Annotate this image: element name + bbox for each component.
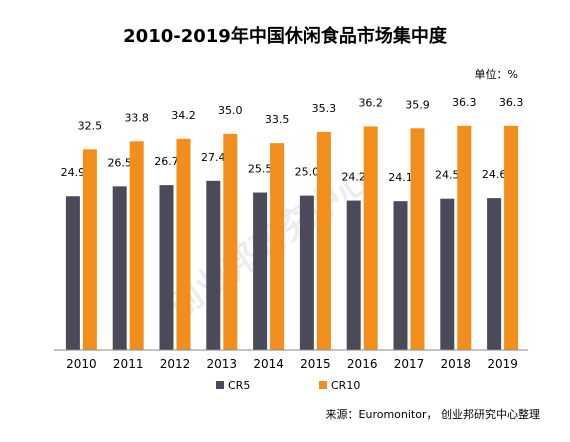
data-label-cr10-2015: 35.3	[312, 102, 337, 115]
bar-cr10-2012	[176, 138, 191, 350]
bar-cr10-2014	[270, 143, 285, 350]
bars-layer: 24.9 32.5 26.5 33.8 26.7 34.2 27.4 35.0 25.5 33.5…	[61, 96, 524, 350]
x-tick-2016: 2016	[347, 357, 378, 371]
data-label-cr5-2013: 27.4	[201, 151, 226, 164]
unit-label: 单位：%	[475, 67, 518, 81]
legend-swatch-cr10	[319, 381, 327, 389]
bar-cr5-2010	[65, 196, 80, 350]
data-label-cr10-2014: 33.5	[265, 113, 290, 126]
source-note: 来源：Euromonitor， 创业邦研究中心整理	[326, 407, 540, 421]
data-label-cr5-2016: 24.2	[341, 171, 366, 184]
bar-cr10-2017	[410, 128, 425, 350]
bar-cr10-2016	[363, 126, 378, 350]
legend-swatch-cr5	[216, 381, 224, 389]
data-label-cr5-2010: 24.9	[61, 166, 86, 179]
bar-cr5-2011	[112, 186, 127, 350]
x-tick-2012: 2012	[160, 357, 191, 371]
bar-cr5-2018	[440, 198, 455, 350]
data-label-cr5-2011: 26.5	[107, 156, 132, 169]
data-label-cr5-2017: 24.1	[388, 171, 413, 184]
data-label-cr10-2017: 35.9	[405, 98, 430, 111]
data-label-cr5-2012: 26.7	[154, 155, 179, 168]
x-tick-2019: 2019	[487, 357, 518, 371]
bar-cr10-2013	[223, 133, 238, 350]
data-label-cr10-2018: 36.3	[452, 96, 477, 109]
bar-cr5-2013	[206, 180, 221, 350]
bar-cr10-2011	[129, 141, 144, 350]
bar-cr5-2017	[393, 201, 408, 350]
legend-label-cr5: CR5	[228, 379, 250, 392]
data-label-cr5-2018: 24.5	[435, 169, 460, 182]
data-label-cr10-2016: 36.2	[358, 96, 383, 109]
data-label-cr5-2015: 25.0	[295, 166, 320, 179]
data-label-cr10-2019: 36.3	[499, 96, 524, 109]
bar-cr5-2015	[299, 195, 314, 350]
data-label-cr10-2012: 34.2	[171, 109, 196, 122]
bar-cr5-2014	[253, 192, 268, 350]
x-tick-2015: 2015	[300, 357, 331, 371]
bar-cr5-2016	[346, 200, 361, 350]
bar-cr5-2012	[159, 185, 174, 350]
bar-cr10-2019	[504, 125, 519, 350]
bar-cr10-2015	[316, 132, 331, 350]
x-tick-2011: 2011	[113, 357, 144, 371]
x-tick-2018: 2018	[441, 357, 472, 371]
x-tick-2010: 2010	[66, 357, 97, 371]
x-tick-labels: 2010 2011 2012 2013 2014 2015 2016 2017 2018 2019	[66, 357, 518, 371]
bar-cr10-2010	[82, 149, 97, 350]
bar-cr10-2018	[457, 125, 472, 350]
data-label-cr10-2011: 33.8	[124, 111, 149, 124]
data-label-cr10-2013: 35.0	[218, 104, 243, 117]
chart-title: 2010-2019年中国休闲食品市场集中度	[123, 25, 448, 47]
data-label-cr5-2014: 25.5	[248, 163, 273, 176]
x-tick-2017: 2017	[394, 357, 425, 371]
x-tick-2014: 2014	[253, 357, 284, 371]
x-tick-2013: 2013	[207, 357, 238, 371]
bar-cr5-2019	[487, 198, 502, 350]
legend-label-cr10: CR10	[331, 379, 360, 392]
data-label-cr5-2019: 24.6	[482, 168, 507, 181]
legend: CR5 CR10	[216, 379, 360, 392]
data-label-cr10-2010: 32.5	[78, 119, 103, 132]
